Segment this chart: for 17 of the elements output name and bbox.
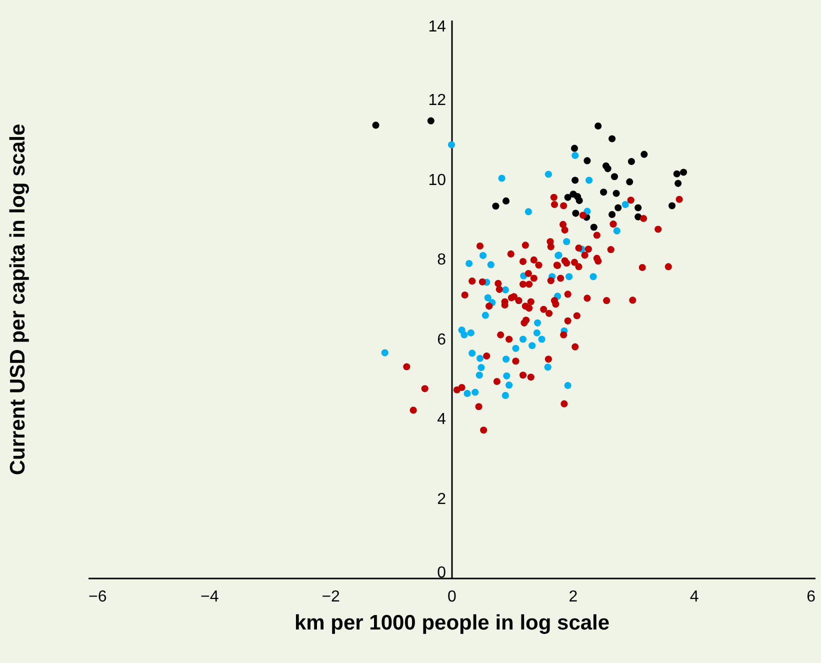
y-tick-label: 14 bbox=[428, 18, 446, 36]
x-tick-label: 2 bbox=[568, 588, 578, 606]
y-tick-label: 6 bbox=[437, 331, 446, 348]
y-tick-label: 10 bbox=[428, 172, 446, 189]
x-tick-label: −2 bbox=[322, 588, 340, 606]
x-tick-label: 6 bbox=[806, 588, 816, 606]
y-axis-title: Current USD per capita in log scale bbox=[6, 124, 30, 476]
y-tick-label: 8 bbox=[437, 252, 446, 269]
y-tick-label: 4 bbox=[437, 411, 446, 428]
x-tick-label: 0 bbox=[448, 588, 457, 606]
x-axis-title: km per 1000 people in log scale bbox=[294, 612, 610, 634]
x-tick-label: −4 bbox=[200, 588, 219, 606]
x-tick-label: −6 bbox=[88, 588, 107, 606]
x-tick-label: 4 bbox=[690, 588, 699, 606]
y-tick-label: 2 bbox=[437, 490, 446, 508]
y-tick-label: 12 bbox=[428, 92, 446, 110]
y-tick-label: 0 bbox=[437, 564, 446, 582]
